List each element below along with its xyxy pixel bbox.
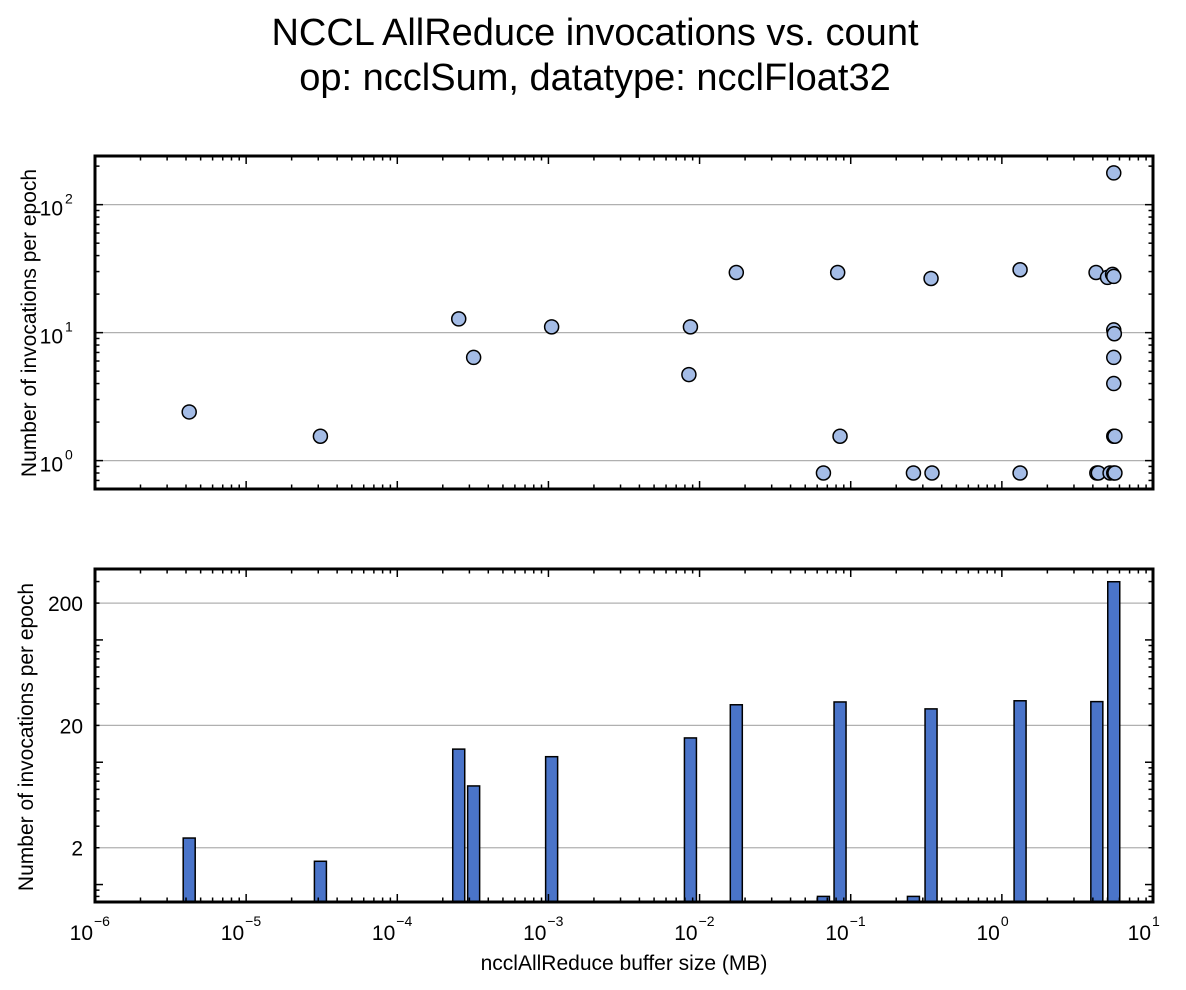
x-tick-label: 10: [70, 922, 93, 945]
scatter-point: [829, 264, 846, 281]
scatter-point: [681, 366, 697, 383]
scatter-point: [450, 311, 467, 327]
scatter-point: [832, 428, 848, 445]
histogram-bar: [683, 737, 698, 903]
histogram-bar: [313, 860, 328, 903]
scatter-point: [465, 349, 482, 366]
x-tick-label: 10: [372, 922, 395, 945]
scatter-point: [923, 270, 939, 287]
scatter-point: [181, 404, 197, 420]
scatter-point: [1012, 262, 1028, 278]
bottom-axes-frame: [93, 567, 1155, 904]
top-y-tick-exponent: 2: [65, 191, 73, 207]
x-tick-label: 10: [674, 922, 697, 945]
histogram-bar: [466, 785, 481, 903]
scatter-point: [905, 465, 922, 481]
chart-title-line1: NCCL AllReduce invocations vs. count: [271, 12, 918, 54]
histogram-bar: [544, 755, 559, 903]
scatter-point: [1107, 465, 1123, 481]
scatter-point: [1106, 326, 1123, 342]
top-axes-frame: [93, 154, 1155, 491]
bottom-y-tick-label: 200: [48, 593, 83, 616]
histogram-bar: [833, 701, 847, 903]
x-tick-exponent: −2: [699, 913, 715, 929]
histogram-bar: [729, 704, 744, 903]
x-tick-exponent: −4: [396, 913, 412, 929]
x-tick-exponent: −6: [94, 913, 110, 929]
bottom-y-axis-label: Number of invocations per epoch: [15, 583, 38, 891]
top-y-tick-label: 10: [40, 326, 63, 349]
chart-title-line2: op: ncclSum, datatype: ncclFloat32: [299, 57, 890, 99]
histogram-bar: [1090, 700, 1104, 903]
x-tick-exponent: −1: [850, 913, 866, 929]
x-tick-label: 10: [523, 922, 546, 945]
bottom-y-tick-label: 20: [60, 715, 83, 738]
scatter-point: [1106, 375, 1122, 392]
x-tick-label: 10: [221, 922, 244, 945]
top-y-tick-label: 10: [40, 454, 63, 477]
scatter-point: [312, 428, 329, 445]
scatter-point: [924, 465, 940, 481]
top-y-tick-exponent: 1: [65, 319, 73, 335]
x-tick-label: 10: [1128, 922, 1151, 945]
histogram-bar: [1107, 580, 1121, 903]
x-tick-exponent: −5: [245, 913, 261, 929]
histogram-bar: [1013, 700, 1027, 903]
top-y-tick-label: 10: [40, 198, 63, 221]
histogram-bar: [451, 748, 466, 903]
scatter-point: [815, 465, 832, 481]
top-y-tick-exponent: 0: [65, 447, 73, 463]
scatter-point: [1106, 349, 1122, 366]
scatter-point: [543, 319, 560, 335]
histogram-bar: [924, 708, 938, 903]
bottom-y-tick-label: 2: [71, 838, 83, 861]
scatter-point: [1106, 268, 1122, 285]
histogram-bar: [182, 837, 196, 903]
scatter-point: [1012, 465, 1028, 481]
x-tick-exponent: 0: [1001, 913, 1009, 929]
x-tick-exponent: 1: [1152, 913, 1160, 929]
x-axis-label: ncclAllReduce buffer size (MB): [481, 952, 768, 975]
scatter-point: [728, 264, 745, 281]
scatter-point: [1106, 165, 1122, 181]
x-tick-label: 10: [825, 922, 848, 945]
x-tick-exponent: −3: [547, 913, 563, 929]
scatter-point: [1107, 428, 1123, 445]
scatter-point: [682, 319, 699, 335]
x-tick-label: 10: [976, 922, 999, 945]
top-y-axis-label: Number of invocations per epoch: [18, 169, 41, 477]
